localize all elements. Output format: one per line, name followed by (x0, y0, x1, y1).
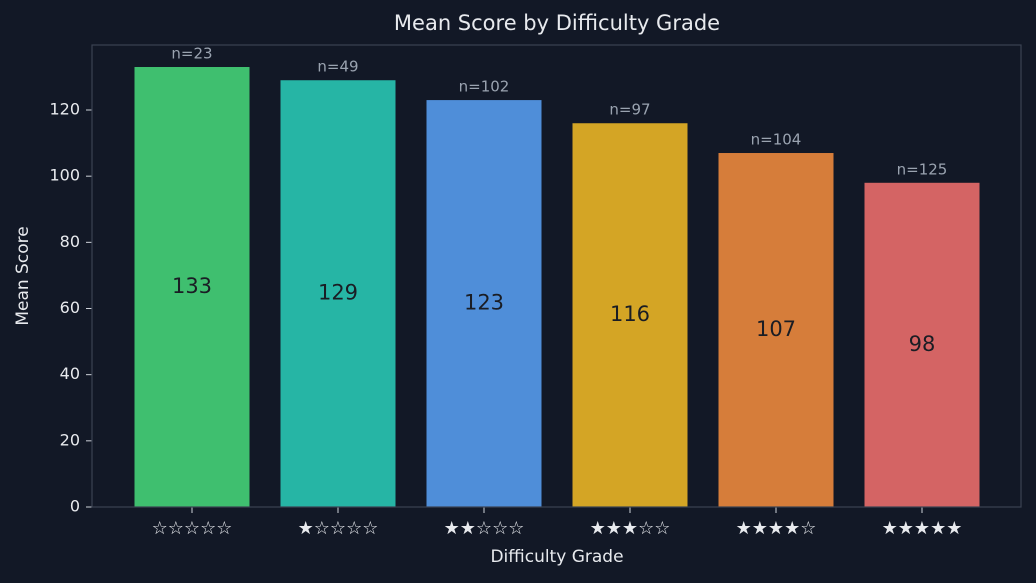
y-tick-label: 0 (70, 497, 80, 516)
value-label: 129 (318, 281, 358, 305)
y-tick-label: 20 (60, 430, 80, 449)
value-label: 107 (756, 317, 796, 341)
x-tick-label: ☆☆☆☆☆ (152, 518, 233, 539)
x-axis-label: Difficulty Grade (490, 547, 623, 567)
bar (280, 80, 396, 507)
bar (426, 100, 542, 508)
y-axis-label: Mean Score (13, 226, 33, 325)
bar (718, 153, 834, 508)
x-tick-label: ★★★☆☆ (590, 518, 671, 539)
sample-size-label: n=102 (459, 78, 510, 96)
bar (134, 67, 250, 507)
value-label: 133 (172, 274, 212, 298)
sample-size-label: n=97 (609, 101, 650, 119)
y-tick-label: 120 (49, 100, 80, 119)
x-tick-label: ★★☆☆☆ (444, 518, 525, 539)
sample-size-label: n=104 (751, 131, 802, 149)
value-label: 116 (610, 302, 650, 326)
sample-size-label: n=49 (317, 58, 358, 76)
plot-frame (91, 44, 1022, 508)
value-label: 123 (464, 291, 504, 315)
y-tick-label: 100 (49, 166, 80, 185)
value-label: 98 (909, 332, 936, 356)
y-tick-label: 40 (60, 364, 80, 383)
sample-size-label: n=125 (897, 160, 948, 178)
chart-title: Mean Score by Difficulty Grade (394, 11, 720, 35)
bar (864, 182, 980, 507)
y-tick-label: 80 (60, 232, 80, 251)
sample-size-label: n=23 (171, 45, 212, 63)
x-tick-label: ★★★★★ (882, 518, 963, 539)
y-tick-label: 60 (60, 298, 80, 317)
x-tick-label: ★★★★☆ (736, 518, 817, 539)
bar (572, 123, 688, 507)
x-tick-label: ★☆☆☆☆ (298, 518, 379, 539)
